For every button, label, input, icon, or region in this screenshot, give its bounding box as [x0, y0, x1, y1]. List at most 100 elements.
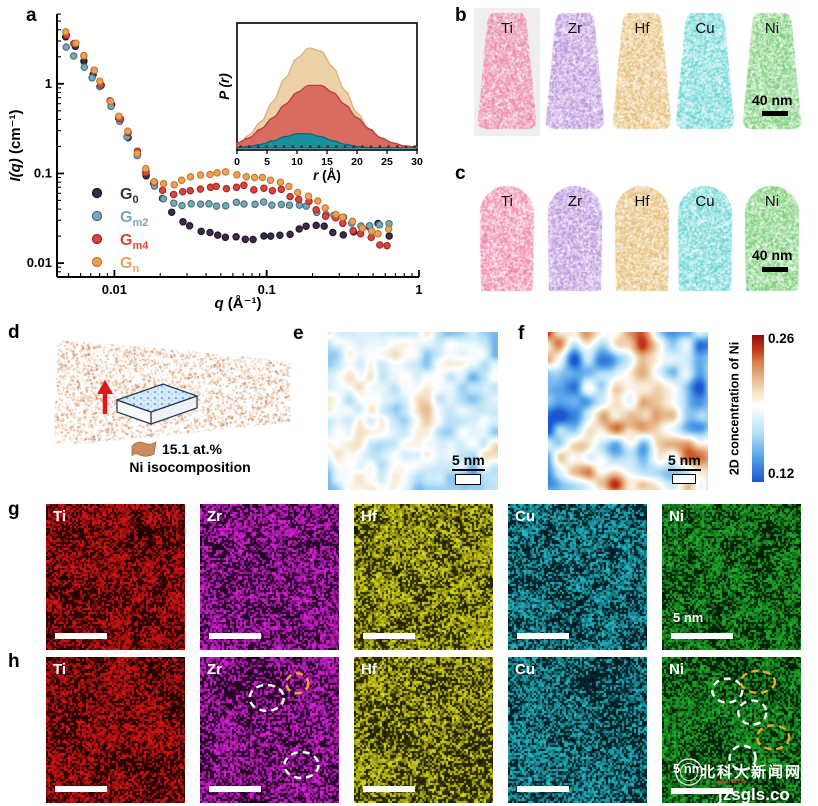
apt-tip-canvas-ni: [741, 181, 803, 295]
panel-label-d: d: [8, 322, 20, 343]
panel-label-f: f: [518, 323, 525, 344]
isocomposition-slab-and-arrow: [97, 380, 199, 425]
eds-map-canvas: [354, 504, 493, 650]
svg-text:5: 5: [264, 156, 270, 168]
legend-label-Gm4: Gm4: [120, 232, 149, 252]
eds-map-g-ni: Ni 5 nm: [662, 504, 801, 650]
scalebar-label: 5 nm: [673, 610, 704, 625]
svg-text:1: 1: [45, 76, 52, 91]
dashed-circle-orange: [755, 724, 791, 751]
apt-tip-row-b: Ti Zr Hf Cu Ni: [0, 0, 818, 160]
apt-tip-canvas-ti: [476, 10, 538, 134]
inset-x-label: r (Å): [313, 168, 341, 183]
apt-tip-row-c: Ti Zr Hf Cu Ni: [0, 0, 818, 310]
svg-text:25: 25: [381, 156, 393, 168]
slab-top-face: [115, 383, 199, 413]
annotation-circles: [248, 672, 320, 780]
scalebar-label-f: 5 nm: [668, 452, 701, 471]
scalebar-line: [363, 786, 415, 792]
eds-map-h-cu: Cu: [508, 657, 647, 803]
isocomposition-swatch-icon: [131, 441, 157, 457]
tip-element-label: Zr: [567, 20, 583, 37]
up-arrow-head: [97, 380, 113, 394]
svg-text:1: 1: [415, 282, 422, 297]
eds-element-label: Zr: [207, 661, 222, 678]
scalebar-label-e: 5 nm: [452, 452, 485, 471]
chart-legend: G0 Gm2 Gm4 Gn: [91, 186, 149, 275]
eds-element-label: Hf: [361, 508, 377, 525]
scalebar-box-f: [672, 474, 696, 484]
eds-element-label: Cu: [515, 508, 535, 525]
eds-map-h-ti: Ti: [46, 657, 185, 803]
apt-tip-canvas-cu: [674, 10, 736, 134]
tip-element-label: Cu: [695, 20, 715, 37]
scalebar-line: [363, 633, 415, 639]
eds-map-canvas: [508, 657, 647, 803]
apt-tip-b-cu: Cu: [674, 10, 736, 134]
panel-label-e: e: [293, 323, 304, 344]
scalebar-line-c: [762, 267, 788, 272]
apt-tip-canvas-zr: [544, 10, 606, 134]
tip-element-label: Zr: [567, 193, 583, 210]
eds-element-label: Ni: [669, 508, 684, 525]
scalebar-box-e: [455, 474, 481, 485]
watermark-cn-text: 北科大新闻网: [700, 764, 803, 781]
svg-text:0.1: 0.1: [34, 165, 52, 180]
tip-element-label: Ni: [764, 20, 780, 37]
eds-map-canvas: [200, 504, 339, 650]
scalebar-line: [517, 786, 569, 792]
eds-element-label: Hf: [361, 661, 377, 678]
dashed-circle-orange: [739, 669, 777, 695]
y-axis-label: I(q) (cm⁻¹): [7, 109, 24, 181]
swatch-shape: [131, 441, 157, 457]
scalebar-line-b: [762, 111, 788, 116]
eds-map-g-ti: Ti: [46, 504, 185, 650]
svg-text:0.01: 0.01: [27, 255, 52, 270]
apt-tip-c-ni: Ni: [741, 181, 803, 295]
colorbar-max: 0.26: [768, 331, 795, 346]
series-Gm2: [62, 43, 393, 230]
scalebar-line: [671, 633, 733, 639]
apt-tip-c-zr: Zr: [544, 181, 606, 295]
eds-map-canvas: [200, 657, 339, 803]
isocomposition-caption: Ni isocomposition: [129, 459, 251, 475]
dashed-circle-white: [737, 699, 768, 726]
apt-tip-canvas-cu: [674, 181, 736, 295]
svg-text:30: 30: [411, 156, 423, 168]
apt-tip-c-hf: Hf: [611, 181, 673, 295]
eds-map-h-hf: Hf: [354, 657, 493, 803]
scalebar-line: [209, 786, 261, 792]
dashed-circle-orange: [285, 672, 310, 695]
scalebar-line: [209, 633, 261, 639]
eds-element-label: Zr: [207, 508, 222, 525]
saxs-intensity-chart: 0.01 0.1 110.10.01q (Å⁻¹)I(q) (cm⁻¹)G0Gm2G…: [7, 13, 423, 312]
tip-element-label: Ni: [764, 193, 780, 210]
colorbar-min: 0.12: [768, 466, 795, 481]
tip-element-label: Ti: [501, 193, 513, 210]
eds-map-canvas: [354, 657, 493, 803]
annotation-circles: [711, 669, 791, 771]
eds-map-g-cu: Cu: [508, 504, 647, 650]
apt-tip-b-ni: Ni: [741, 10, 803, 134]
apt-tip-canvas-ti: [476, 181, 538, 295]
panel-label-c: c: [455, 163, 466, 184]
eds-map-canvas: [662, 657, 801, 803]
series-Gn: [61, 28, 393, 238]
eds-map-canvas: [662, 504, 801, 650]
scalebar-line: [517, 633, 569, 639]
tip-element-label: Cu: [695, 193, 715, 210]
svg-text:10: 10: [291, 156, 303, 168]
tip-element-label: Hf: [634, 193, 650, 210]
dashed-circle-white: [248, 683, 285, 713]
eds-map-g-hf: Hf: [354, 504, 493, 650]
scalebar-label-c: 40 nm: [752, 247, 793, 263]
apt-tip-b-ti: Ti: [474, 8, 540, 136]
scalebar-label-b: 40 nm: [752, 92, 793, 108]
scalebar-line: [55, 786, 107, 792]
scalebar-line: [55, 633, 107, 639]
apt-tip-canvas-hf: [611, 10, 673, 134]
axes: 0.01 0.1 1 1 0.1 0.01 q (Å⁻¹) I(q) (cm⁻¹): [7, 13, 423, 312]
svg-text:0.1: 0.1: [258, 282, 276, 297]
watermark-url-text: jzsgls.co: [718, 785, 790, 804]
